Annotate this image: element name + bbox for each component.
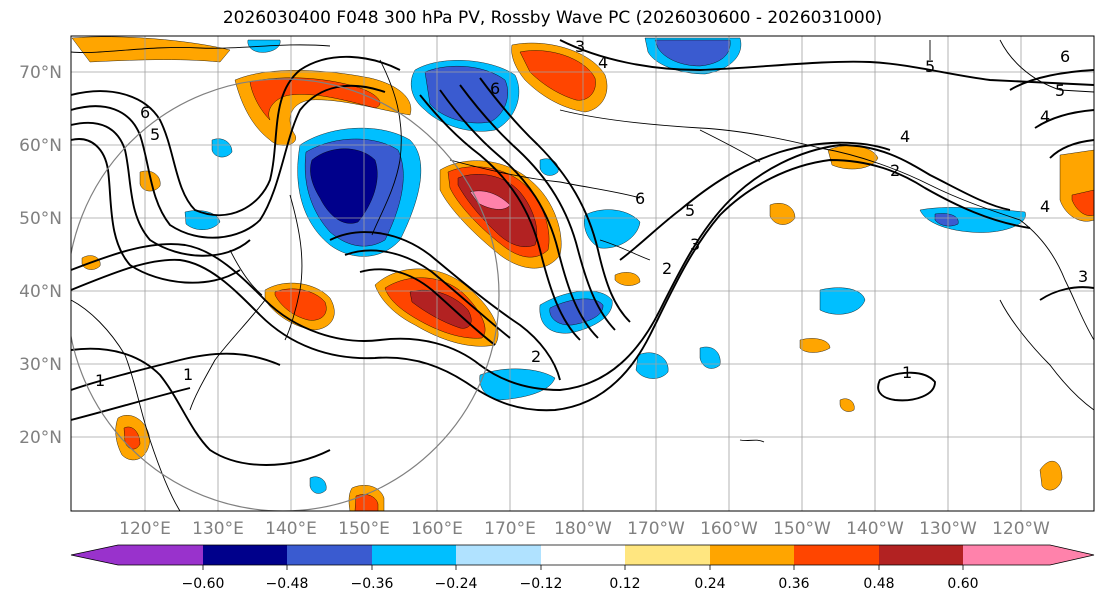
pv-anomaly-region [310, 148, 378, 224]
colorbar-segment [963, 545, 1050, 565]
contour-label: 6 [140, 103, 150, 122]
colorbar-segment [794, 545, 879, 565]
colorbar-tick-label: 0.60 [947, 576, 978, 592]
colorbar-segment [456, 545, 541, 565]
latitude-label: 20°N [19, 428, 62, 448]
contour-label: 1 [183, 365, 193, 384]
pv-anomaly-fill [71, 36, 1094, 511]
contour-label: 4 [1040, 197, 1050, 216]
colorbar-tick-label: 0.12 [609, 576, 640, 592]
contour-label: 6 [635, 189, 645, 208]
contour-label: 3 [1078, 267, 1088, 286]
pv-anomaly-region [211, 138, 233, 158]
contour-label: 3 [575, 37, 585, 56]
longitude-label: 120°E [119, 519, 171, 539]
colorbar-ticks [202, 565, 964, 570]
longitude-label: 170°E [484, 519, 536, 539]
latitude-label: 50°N [19, 209, 62, 229]
pv-anomaly-region [819, 287, 866, 315]
longitude-label: 120°W [992, 519, 1050, 539]
longitude-label: 130°W [919, 519, 977, 539]
longitude-label: 130°E [192, 519, 244, 539]
longitude-axis: 120°E 130°E 140°E 150°E 160°E 170°E 180°… [119, 519, 1050, 539]
contour-label: 5 [1055, 81, 1065, 100]
colorbar-tick-label: 0.24 [694, 576, 725, 592]
colorbar-extend-low [71, 545, 118, 565]
contour-label: 1 [95, 371, 105, 390]
colorbar-tick-label: −0.36 [351, 576, 394, 592]
colorbar-segment [203, 545, 287, 565]
longitude-label: 150°E [338, 519, 390, 539]
latitude-axis: 70°N 60°N 50°N 40°N 30°N 20°N [19, 63, 62, 448]
colorbar-extend-high [1050, 545, 1094, 565]
colorbar-tick-label: 0.48 [863, 576, 894, 592]
coastlines [71, 39, 1094, 511]
colorbar-segment [541, 545, 625, 565]
pv-anomaly-region [354, 494, 379, 511]
longitude-label: 160°E [411, 519, 463, 539]
latitude-label: 30°N [19, 355, 62, 375]
colorbar-tick-label: −0.24 [435, 576, 478, 592]
colorbar-tick-label: −0.60 [182, 576, 225, 592]
longitude-label: 140°W [846, 519, 904, 539]
contour-label: 6 [490, 79, 500, 98]
pv-anomaly-region [839, 398, 855, 412]
pv-anomaly-region [934, 213, 959, 227]
colorbar-tick-label: 0.36 [778, 576, 809, 592]
colorbar-tick-label: −0.12 [520, 576, 563, 592]
contour-labels: 3 4 5 6 5 4 6 6 5 4 6 5 4 3 2 2 1 1 1 2 … [95, 37, 1088, 390]
contour-label: 5 [685, 201, 695, 220]
colorbar-segment [118, 545, 203, 565]
colorbar-segment [625, 545, 710, 565]
contour-label: 5 [150, 125, 160, 144]
longitude-label: 140°E [265, 519, 317, 539]
contour-label: 1 [902, 363, 912, 382]
longitude-label: 180°W [554, 519, 612, 539]
longitude-label: 170°W [627, 519, 685, 539]
contour-label: 2 [531, 347, 541, 366]
pv-anomaly-region [1039, 460, 1063, 491]
longitude-label: 150°W [773, 519, 831, 539]
colorbar-segment [879, 545, 963, 565]
pv-anomaly-region [123, 426, 141, 450]
contour-label: 4 [900, 127, 910, 146]
pv-anomaly-region [71, 36, 231, 63]
latitude-label: 70°N [19, 63, 62, 83]
pv-anomaly-region [584, 209, 641, 249]
pv-anomaly-region [799, 338, 831, 353]
pv-contours [71, 39, 1094, 466]
colorbar-segment [372, 545, 456, 565]
contour-label: 4 [1040, 107, 1050, 126]
contour-label: 2 [662, 259, 672, 278]
pv-anomaly-region [274, 288, 327, 321]
contour-label: 2 [890, 161, 900, 180]
pv-anomaly-region [635, 352, 669, 379]
map-field [71, 36, 1094, 511]
colorbar-segment [287, 545, 372, 565]
contour-label: 6 [1060, 47, 1070, 66]
map-title: 2026030400 F048 300 hPa PV, Rossby Wave … [222, 8, 883, 28]
pv-anomaly-region [769, 203, 796, 225]
pv-anomaly-region [309, 476, 327, 494]
latitude-label: 40°N [19, 282, 62, 302]
contour-label: 5 [925, 57, 935, 76]
longitude-label: 160°W [700, 519, 758, 539]
pv-anomaly-region [519, 50, 596, 101]
map-frame [70, 35, 1095, 512]
pv-anomaly-region [614, 272, 641, 286]
colorbar-tick-label: −0.48 [266, 576, 309, 592]
pv-anomaly-region [699, 346, 721, 369]
colorbar-segment [710, 545, 794, 565]
focus-ring [71, 78, 500, 511]
contour-label: 4 [598, 53, 608, 72]
contour-label: 3 [690, 235, 700, 254]
pv-anomaly-region [539, 158, 559, 176]
latitude-label: 60°N [19, 136, 62, 156]
colorbar: −0.60 −0.48 −0.36 −0.24 −0.12 0.12 0.24 … [70, 544, 1095, 592]
